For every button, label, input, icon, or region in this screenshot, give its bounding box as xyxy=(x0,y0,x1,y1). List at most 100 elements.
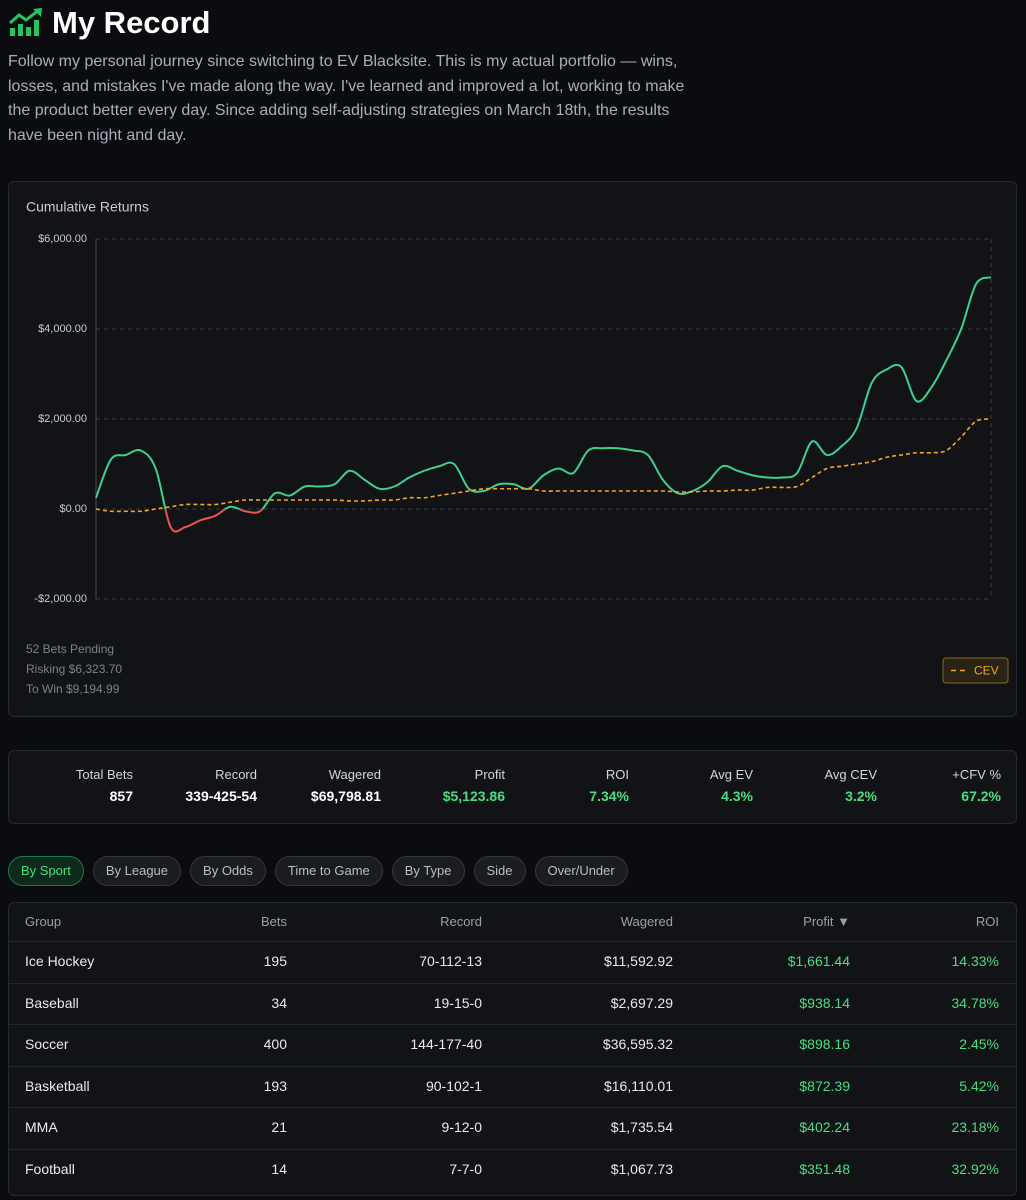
page-title: My Record xyxy=(52,5,211,40)
stat: +CFV % 67.2% xyxy=(881,751,1001,823)
pending-info: Risking $6,323.70 xyxy=(26,662,122,676)
table-cell: 400 xyxy=(263,1036,287,1052)
tab[interactable]: By League xyxy=(92,856,182,886)
table-cell: 14 xyxy=(271,1160,287,1177)
table-cell: Basketball xyxy=(25,1077,90,1094)
stat-value: 67.2% xyxy=(961,788,1001,804)
table-cell: MMA xyxy=(25,1119,58,1135)
column-header: Bets xyxy=(260,914,287,929)
tab[interactable]: Side xyxy=(473,856,526,886)
table-cell: 90-102-1 xyxy=(425,1077,482,1094)
column-header: ROI xyxy=(975,914,999,929)
table-cell: $351.48 xyxy=(799,1160,850,1177)
tab[interactable]: Time to Game xyxy=(274,856,383,886)
stat: Profit $5,123.86 xyxy=(385,751,505,823)
table: Group Bets Record Wagered Profit ▼ ROI Ice Hoc… xyxy=(8,902,1017,1196)
table-cell: 34.78% xyxy=(951,994,999,1011)
stat: Wagered $69,798.81 xyxy=(261,751,381,823)
table-cell: $1,735.54 xyxy=(610,1119,673,1135)
column-header: Group xyxy=(25,914,62,929)
pending-info: 52 Bets Pending xyxy=(26,642,114,656)
y-tick-label: -$2,000.00 xyxy=(34,593,87,605)
stat: Avg CEV 3.2% xyxy=(757,751,877,823)
column-header: Record xyxy=(440,914,482,929)
pending-info: To Win $9,194.99 xyxy=(26,682,120,696)
table-cell: $1,661.44 xyxy=(787,953,850,969)
table-cell: 34 xyxy=(271,994,287,1011)
chart: Cumulative Returns -$2,000.00 $0.00 $2,000… xyxy=(26,199,1009,696)
table-cell: $402.24 xyxy=(799,1119,850,1135)
table-cell: 23.18% xyxy=(951,1119,999,1135)
tab-bar: By Sport By League By Odds Time to Game By T… xyxy=(8,856,628,886)
stat-label: Avg CEV xyxy=(824,767,877,782)
title-icon xyxy=(9,8,42,36)
table-cell: Ice Hockey xyxy=(25,953,95,969)
stat: ROI 7.34% xyxy=(509,751,629,823)
row-divider xyxy=(9,982,1016,984)
table-cell: $11,592.92 xyxy=(603,953,673,969)
stat-label: Wagered xyxy=(328,767,381,782)
stat-value: $69,798.81 xyxy=(310,788,381,804)
table-cell: Football xyxy=(25,1160,75,1177)
y-tick-label: $2,000.00 xyxy=(38,413,87,425)
chart-card: Cumulative Returns -$2,000.00 $0.00 $2,000… xyxy=(8,181,1017,717)
tab[interactable]: By Sport xyxy=(8,856,84,886)
row-divider xyxy=(9,1148,1016,1150)
table-cell: $1,067.73 xyxy=(610,1160,673,1177)
chart-title: Cumulative Returns xyxy=(26,199,149,215)
stat: Avg EV 4.3% xyxy=(633,751,753,823)
stat-value: 7.34% xyxy=(589,788,629,804)
table-cell: Baseball xyxy=(25,994,79,1011)
row-divider xyxy=(9,1107,1016,1108)
y-tick-label: $0.00 xyxy=(59,503,87,515)
stat-label: Avg EV xyxy=(709,767,753,782)
tab[interactable]: By Odds xyxy=(190,856,266,886)
tab[interactable]: By Type xyxy=(391,856,465,886)
table-cell: $36,595.32 xyxy=(602,1036,673,1052)
stat-label: Profit xyxy=(474,767,505,782)
stat-value: 857 xyxy=(109,788,133,804)
table-cell: 5.42% xyxy=(959,1077,999,1094)
stat: Total Bets 857 xyxy=(13,751,133,823)
stats-card: Total Bets 857 Record 339-425-54 Wagered $69,… xyxy=(8,750,1017,824)
cev-line xyxy=(95,418,992,513)
stat-value: 4.3% xyxy=(721,788,753,804)
table-cell: $898.16 xyxy=(799,1036,850,1052)
y-tick-label: $6,000.00 xyxy=(38,233,87,245)
table-cell: 9-12-0 xyxy=(441,1119,482,1135)
stat-label: Record xyxy=(215,767,257,782)
returns-line xyxy=(95,276,992,533)
table-cell: 2.45% xyxy=(959,1036,999,1052)
table-cell: 14.33% xyxy=(951,953,999,969)
table-cell: 144-177-40 xyxy=(410,1036,482,1052)
table-cell: $2,697.29 xyxy=(610,994,673,1011)
stat: Record 339-425-54 xyxy=(137,751,257,823)
stat-value: 339-425-54 xyxy=(185,788,257,804)
row-divider xyxy=(9,941,1016,942)
table-cell: 70-112-13 xyxy=(419,953,482,969)
table-cell: 19-15-0 xyxy=(433,994,482,1011)
table-cell: 32.92% xyxy=(951,1160,999,1177)
tab[interactable]: Over/Under xyxy=(534,856,628,886)
stat-value: 3.2% xyxy=(845,788,877,804)
stat-label: +CFV % xyxy=(952,767,1001,782)
column-header: Profit ▼ xyxy=(803,914,850,929)
legend-label: CEV xyxy=(974,664,999,678)
y-tick-label: $4,000.00 xyxy=(38,323,87,335)
table-cell: 7-7-0 xyxy=(449,1160,482,1177)
description: Follow my personal journey since switchi… xyxy=(8,53,685,144)
table-cell: 195 xyxy=(263,953,287,969)
stat-label: Total Bets xyxy=(75,767,133,782)
stat-value: $5,123.86 xyxy=(442,788,505,804)
legend-box xyxy=(942,657,1009,684)
table-cell: 21 xyxy=(271,1119,287,1135)
column-header: Wagered xyxy=(620,914,673,929)
table-cell: $16,110.01 xyxy=(603,1077,673,1094)
table-cell: 193 xyxy=(263,1077,287,1094)
stat-label: ROI xyxy=(605,767,629,782)
row-divider xyxy=(9,1065,1016,1067)
row-divider xyxy=(9,1024,1016,1025)
table-cell: $872.39 xyxy=(799,1077,850,1094)
table-cell: $938.14 xyxy=(799,994,850,1011)
